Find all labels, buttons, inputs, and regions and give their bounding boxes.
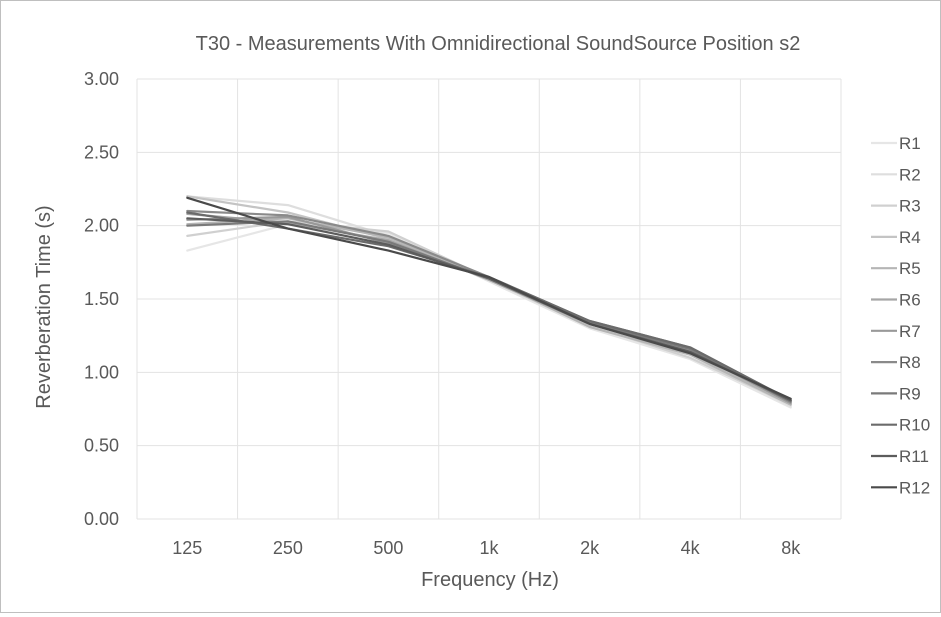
x-tick-label: 1k xyxy=(479,538,499,558)
series-line-r7 xyxy=(186,215,792,405)
x-tick-label: 4k xyxy=(681,538,701,558)
legend-label-r8: R8 xyxy=(899,353,921,372)
legend-label-r1: R1 xyxy=(899,134,921,153)
series-line-r12 xyxy=(186,196,792,400)
chart-title: T30 - Measurements With Omnidirectional … xyxy=(196,33,801,55)
legend-label-r7: R7 xyxy=(899,322,921,341)
axis-labels: 0.00 0.50 1.00 1.50 2.00 2.50 3.00 125 250 500 1k 2… xyxy=(84,69,801,558)
series-line-r8 xyxy=(186,209,792,402)
series-line-r5 xyxy=(186,217,792,406)
legend-label-r12: R12 xyxy=(899,478,930,497)
legend-label-r2: R2 xyxy=(899,165,921,184)
x-tick-label: 2k xyxy=(580,538,600,558)
x-tick-label: 8k xyxy=(781,538,801,558)
series-line-r3 xyxy=(186,220,792,406)
x-axis-title: Frequency (Hz) xyxy=(421,569,559,591)
y-tick-label: 1.00 xyxy=(84,362,119,382)
series-line-r11 xyxy=(186,217,792,402)
legend-label-r5: R5 xyxy=(899,259,921,278)
y-tick-label: 2.50 xyxy=(84,142,119,162)
x-tick-label: 250 xyxy=(273,538,303,558)
y-axis-title: Reverberation Time (s) xyxy=(33,205,55,408)
legend-label-r3: R3 xyxy=(899,197,921,216)
y-tick-label: 3.00 xyxy=(84,69,119,89)
legend-label-r4: R4 xyxy=(899,228,921,247)
y-tick-label: 0.50 xyxy=(84,436,119,456)
x-tick-label: 500 xyxy=(373,538,403,558)
series-line-r6 xyxy=(186,212,792,403)
legend-label-r11: R11 xyxy=(899,447,929,466)
legend-label-r9: R9 xyxy=(899,384,921,403)
series-lines xyxy=(186,195,792,409)
gridlines xyxy=(136,78,842,520)
y-tick-label: 1.50 xyxy=(84,289,119,309)
series-line-r1 xyxy=(186,223,792,409)
y-tick-label: 0.00 xyxy=(84,509,119,529)
x-tick-label: 125 xyxy=(172,538,202,558)
series-line-r9 xyxy=(186,220,792,403)
legend: R1 R2 R3 R4 R5 R6 R7 R8 R9 R10 R11 R12 xyxy=(871,134,930,497)
legend-label-r10: R10 xyxy=(899,416,930,435)
legend-label-r6: R6 xyxy=(899,291,921,310)
y-tick-label: 2.00 xyxy=(84,216,119,236)
